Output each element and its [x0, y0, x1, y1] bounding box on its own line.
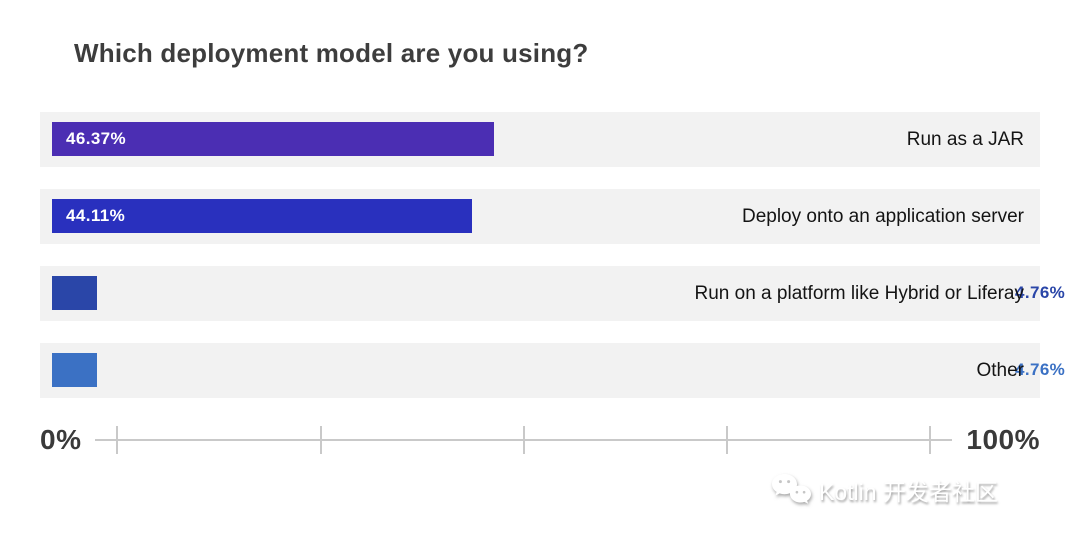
- category-label: Deploy onto an application server: [741, 205, 1024, 227]
- axis-max-label: 100%: [966, 424, 1040, 455]
- bar-value-label: 4.76%: [1015, 283, 1066, 302]
- bar: 4.76%: [52, 276, 1065, 310]
- chart-row: 4.76% Run on a platform like Hybrid or L…: [40, 266, 1065, 321]
- chart-row: 44.11% Deploy onto an application server: [40, 189, 1040, 244]
- x-axis: 0% 100%: [40, 416, 1040, 464]
- bar-track: 4.76%: [52, 353, 1065, 387]
- chart-row: 4.76% Other: [40, 343, 1065, 398]
- bar-value-label: 46.37%: [66, 129, 127, 148]
- axis-tick: [726, 426, 729, 454]
- bar: 4.76%: [52, 353, 1065, 387]
- bar-rows: 46.37% Run as a JAR 44.11% Deploy onto a…: [40, 112, 1065, 420]
- bar-value-label: 44.11%: [66, 206, 126, 225]
- watermark-text: Kotlin 开发者社区: [819, 479, 998, 505]
- axis-ticks: [116, 424, 932, 456]
- watermark: Kotlin 开发者社区: [770, 466, 998, 514]
- chart-row: 46.37% Run as a JAR: [40, 112, 1040, 167]
- axis-tick: [116, 426, 119, 454]
- axis-tick: [929, 426, 932, 454]
- bar: 46.37%: [52, 122, 494, 156]
- bar-track: 4.76%: [52, 276, 1065, 310]
- chart-title: Which deployment model are you using?: [74, 38, 589, 68]
- category-label: Run as a JAR: [906, 128, 1024, 150]
- bar-value-label: 4.76%: [1015, 360, 1066, 379]
- axis-min-label: 0%: [40, 424, 82, 455]
- wechat-icon: [772, 474, 811, 504]
- axis-line: [95, 424, 953, 456]
- category-label: Other: [976, 359, 1024, 381]
- axis-tick: [522, 426, 525, 454]
- bar-track: 44.11%: [52, 199, 1005, 233]
- category-label: Run on a platform like Hybrid or Liferay: [694, 282, 1024, 304]
- axis-tick: [319, 426, 322, 454]
- bar: 44.11%: [52, 199, 473, 233]
- bar-track: 46.37%: [52, 122, 1005, 156]
